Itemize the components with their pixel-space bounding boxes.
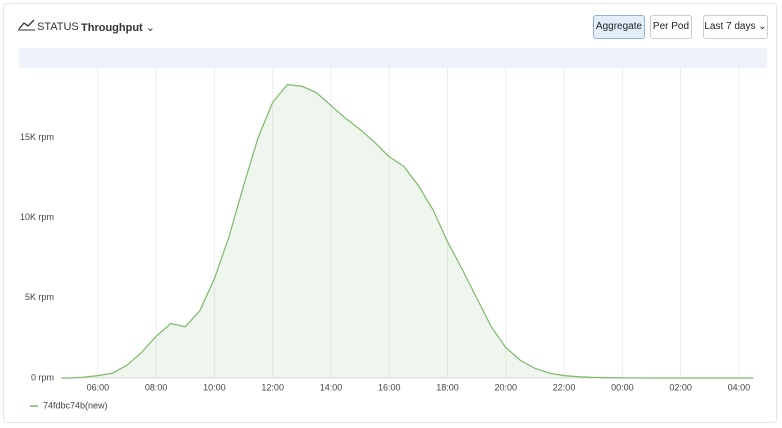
aggregate-button[interactable]: Aggregate	[593, 15, 645, 39]
x-tick-label: 00:00	[611, 382, 634, 392]
x-tick-label: 18:00	[436, 382, 459, 392]
x-tick-label: 02:00	[669, 382, 692, 392]
area-fill	[61, 84, 754, 378]
y-tick-label: 10K rpm	[20, 212, 54, 222]
chart-icon	[18, 19, 35, 31]
panel: STATUS Throughput ⌄ Aggregate Per Pod La…	[3, 3, 777, 423]
x-tick-label: 20:00	[495, 382, 518, 392]
x-tick-label: 12:00	[261, 382, 284, 392]
x-tick-label: 22:00	[553, 382, 576, 392]
metric-dropdown[interactable]: Throughput ⌄	[81, 22, 155, 34]
header-band	[19, 48, 767, 68]
legend-label: 74fdbc74b(new)	[43, 400, 108, 410]
y-tick-label: 5K rpm	[25, 292, 54, 302]
x-tick-label: 14:00	[320, 382, 343, 392]
x-tick-label: 04:00	[728, 382, 751, 392]
metric-label: Throughput	[81, 22, 143, 34]
per-pod-button[interactable]: Per Pod	[650, 15, 692, 39]
x-tick-label: 10:00	[203, 382, 226, 392]
x-tick-label: 06:00	[87, 382, 110, 392]
y-tick-label: 0 rpm	[31, 372, 54, 382]
range-label: Last 7 days	[704, 21, 756, 32]
x-tick-label: 08:00	[145, 382, 168, 392]
y-tick-label: 15K rpm	[20, 132, 54, 142]
range-dropdown[interactable]: Last 7 days ⌄	[703, 15, 768, 39]
x-tick-label: 16:00	[378, 382, 401, 392]
section-label: STATUS	[37, 21, 79, 33]
series-line	[61, 84, 754, 379]
